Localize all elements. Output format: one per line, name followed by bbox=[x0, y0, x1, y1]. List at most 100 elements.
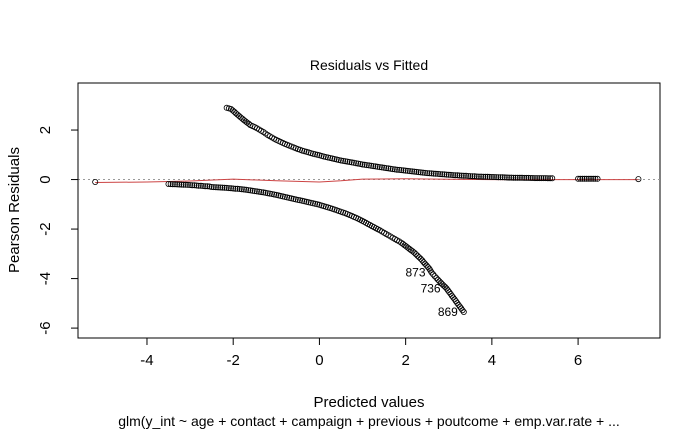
data-point bbox=[467, 173, 474, 180]
data-point bbox=[549, 175, 556, 182]
data-point bbox=[486, 173, 493, 180]
data-point bbox=[368, 162, 375, 169]
data-point bbox=[430, 170, 437, 177]
data-point bbox=[361, 161, 368, 168]
data-point bbox=[230, 185, 237, 192]
data-point bbox=[191, 182, 198, 189]
x-axis: -4 -2 0 2 4 6 bbox=[140, 337, 582, 369]
data-point bbox=[514, 174, 521, 181]
data-point bbox=[439, 171, 446, 178]
data-point bbox=[212, 184, 219, 191]
y-tick-label: 0 bbox=[37, 175, 54, 183]
model-formula-subtitle: glm(y_int ~ age + contact + campaign + p… bbox=[118, 413, 620, 429]
data-point bbox=[199, 182, 206, 189]
data-point bbox=[195, 182, 202, 189]
x-tick-label: -2 bbox=[227, 352, 240, 369]
data-point bbox=[495, 174, 502, 181]
data-point bbox=[499, 174, 506, 181]
plot-frame bbox=[77, 82, 661, 339]
data-point bbox=[406, 168, 413, 175]
x-tick-label: -4 bbox=[140, 352, 153, 369]
data-point bbox=[296, 197, 303, 204]
chart-title: Residuals vs Fitted bbox=[310, 57, 428, 73]
data-point bbox=[359, 161, 366, 168]
point-label: 736 bbox=[421, 281, 441, 295]
point-label: 873 bbox=[405, 265, 425, 279]
data-point bbox=[424, 170, 431, 177]
data-point bbox=[473, 173, 480, 180]
data-point bbox=[538, 175, 545, 182]
data-point bbox=[335, 156, 342, 163]
data-point bbox=[236, 113, 243, 120]
data-point bbox=[236, 185, 243, 192]
data-point bbox=[412, 251, 419, 258]
data-point bbox=[234, 111, 241, 118]
data-point bbox=[534, 175, 541, 182]
data-point bbox=[234, 185, 241, 192]
data-point bbox=[383, 165, 390, 172]
data-point bbox=[312, 151, 319, 158]
data-point bbox=[482, 173, 489, 180]
data-point bbox=[503, 174, 510, 181]
data-point bbox=[437, 171, 444, 178]
y-axis: -6 -4 -2 0 2 bbox=[37, 126, 79, 335]
data-point bbox=[443, 171, 450, 178]
data-point bbox=[536, 175, 543, 182]
data-point bbox=[456, 172, 463, 179]
data-point bbox=[312, 200, 319, 207]
data-point bbox=[251, 188, 258, 195]
x-tick-label: 0 bbox=[315, 352, 323, 369]
data-point bbox=[273, 191, 280, 198]
data-point bbox=[594, 175, 601, 182]
data-point bbox=[516, 174, 523, 181]
data-point bbox=[417, 169, 424, 176]
data-point bbox=[428, 269, 435, 276]
data-point bbox=[434, 170, 441, 177]
data-point bbox=[350, 159, 357, 166]
data-point bbox=[178, 181, 185, 188]
data-point bbox=[376, 164, 383, 171]
data-point bbox=[460, 308, 467, 315]
data-point bbox=[413, 168, 420, 175]
y-tick-label: -2 bbox=[37, 222, 54, 235]
data-point bbox=[484, 173, 491, 180]
y-tick-label: -6 bbox=[37, 321, 54, 334]
x-axis-label: Predicted values bbox=[314, 394, 425, 411]
data-point bbox=[197, 182, 204, 189]
data-point bbox=[256, 188, 263, 195]
data-point bbox=[447, 171, 454, 178]
data-point bbox=[92, 178, 99, 185]
data-point bbox=[171, 181, 178, 188]
data-point bbox=[478, 173, 485, 180]
data-point bbox=[411, 168, 418, 175]
data-point bbox=[462, 172, 469, 179]
residual-points bbox=[92, 104, 642, 315]
data-point bbox=[411, 249, 418, 256]
data-point bbox=[400, 167, 407, 174]
data-point bbox=[442, 283, 449, 290]
x-tick-label: 6 bbox=[574, 352, 582, 369]
data-point bbox=[324, 154, 331, 161]
data-point bbox=[402, 167, 409, 174]
data-point bbox=[370, 163, 377, 170]
data-point bbox=[508, 174, 515, 181]
data-point bbox=[583, 175, 590, 182]
data-point bbox=[445, 171, 452, 178]
data-point bbox=[532, 175, 539, 182]
data-point bbox=[210, 184, 217, 191]
data-point bbox=[415, 169, 422, 176]
data-point bbox=[243, 186, 250, 193]
data-point bbox=[176, 181, 183, 188]
data-point bbox=[346, 158, 353, 165]
data-point bbox=[264, 190, 271, 197]
data-point bbox=[231, 108, 238, 115]
data-point bbox=[268, 190, 275, 197]
data-point bbox=[372, 163, 379, 170]
data-point bbox=[465, 172, 472, 179]
data-point bbox=[238, 186, 245, 193]
data-point bbox=[428, 170, 435, 177]
data-point bbox=[547, 175, 554, 182]
data-point bbox=[459, 307, 466, 314]
data-point bbox=[320, 153, 327, 160]
data-point bbox=[521, 174, 528, 181]
